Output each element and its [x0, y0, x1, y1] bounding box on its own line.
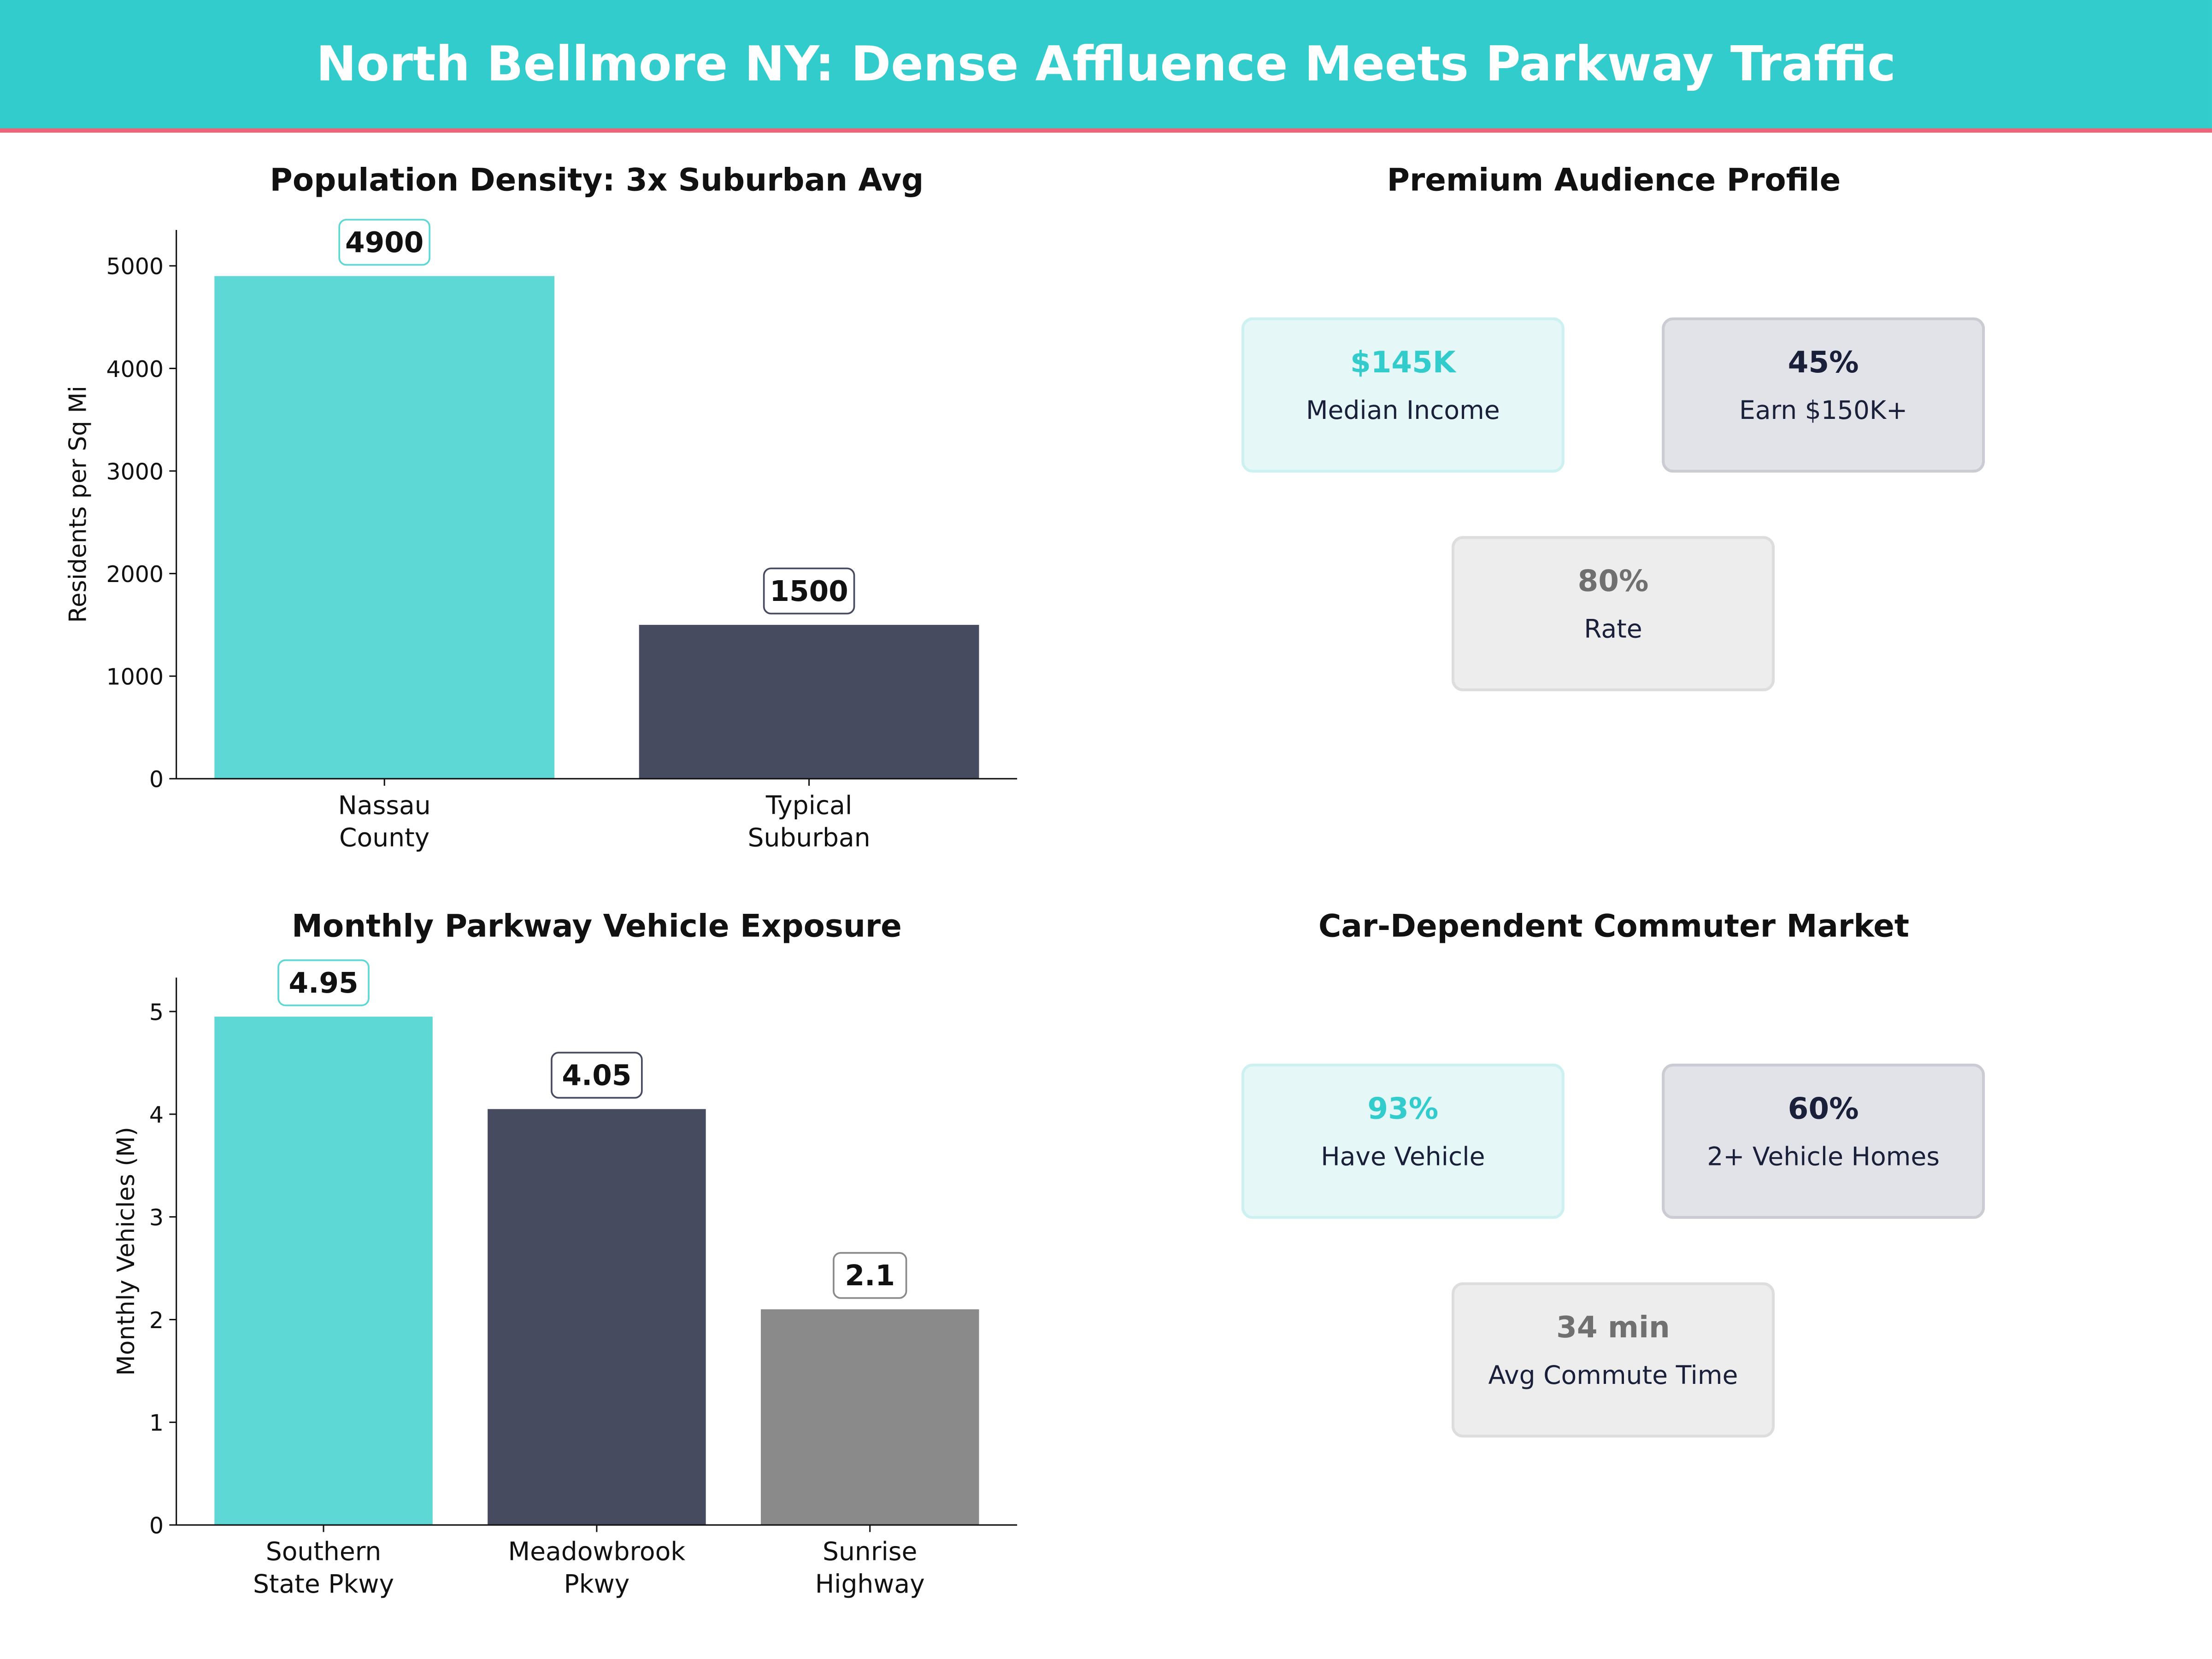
data-label: 2.1: [845, 1259, 895, 1292]
stat-card-earn-150k: 45% Earn $150K+: [1662, 317, 1985, 473]
y-tick-label: 2: [149, 1307, 164, 1334]
stat-label: Median Income: [1306, 396, 1500, 426]
stat-value: 60%: [1788, 1092, 1859, 1126]
stat-value: 34 min: [1556, 1310, 1670, 1345]
stat-label: Rate: [1584, 615, 1642, 645]
y-tick-label: 4: [149, 1102, 164, 1128]
data-label-box: [277, 959, 370, 1006]
x-tick-label: County: [339, 823, 429, 853]
bar: [639, 624, 979, 779]
data-label-box: [338, 218, 430, 266]
data-label-box: [833, 1252, 907, 1299]
stat-card-rate: 80% Rate: [1451, 536, 1775, 691]
y-tick-label: 3000: [106, 459, 164, 485]
stat-label: 2+ Vehicle Homes: [1707, 1142, 1940, 1172]
panel-title-commuter: Car-Dependent Commuter Market: [1318, 910, 1909, 946]
bar: [761, 1309, 979, 1525]
x-tick-label: Sunrise: [823, 1537, 917, 1566]
stat-label: Earn $150K+: [1739, 396, 1908, 426]
y-tick-label: 1: [149, 1410, 164, 1436]
x-tick-label: State Pkwy: [253, 1569, 394, 1599]
x-tick-label: Typical: [765, 790, 852, 820]
stat-card-commute-time: 34 min Avg Commute Time: [1451, 1282, 1775, 1438]
bar: [214, 1017, 433, 1525]
data-label: 4900: [345, 226, 424, 259]
y-tick-label: 3: [149, 1205, 164, 1231]
y-tick-label: 0: [149, 1513, 164, 1539]
panel-title-audience: Premium Audience Profile: [1387, 164, 1841, 199]
y-axis-label: Monthly Vehicles (M): [112, 1127, 140, 1376]
x-tick-label: Suburban: [748, 823, 871, 853]
y-tick-label: 4000: [106, 356, 164, 382]
y-tick-label: 5000: [106, 253, 164, 280]
stat-card-median-income: $145K Median Income: [1241, 317, 1565, 473]
y-axis-label: Residents per Sq Mi: [65, 386, 92, 623]
x-tick-label: Meadowbrook: [508, 1537, 686, 1566]
data-label-box: [551, 1052, 643, 1099]
y-tick-label: 1000: [106, 664, 164, 690]
stat-value: 93%: [1367, 1092, 1439, 1126]
stat-label: Avg Commute Time: [1488, 1361, 1738, 1391]
y-tick-label: 2000: [106, 561, 164, 588]
data-label-box: [763, 567, 855, 615]
chart-title-vehicles: Monthly Parkway Vehicle Exposure: [291, 910, 902, 946]
x-tick-label: Southern: [266, 1537, 382, 1566]
y-tick-label: 5: [149, 999, 164, 1025]
stat-card-multi-vehicle: 60% 2+ Vehicle Homes: [1662, 1064, 1985, 1219]
x-tick-label: Highway: [815, 1569, 925, 1599]
x-tick-label: Nassau: [338, 790, 431, 820]
stat-value: 45%: [1788, 345, 1859, 380]
data-label: 4.05: [562, 1059, 631, 1092]
header-banner: North Bellmore NY: Dense Affluence Meets…: [0, 0, 2212, 133]
stat-value: 80%: [1577, 564, 1649, 598]
page-title: North Bellmore NY: Dense Affluence Meets…: [316, 36, 1896, 93]
bar: [214, 276, 555, 779]
chart-title-density: Population Density: 3x Suburban Avg: [270, 164, 924, 199]
x-tick-label: Pkwy: [564, 1569, 629, 1599]
data-label: 4.95: [289, 967, 359, 1000]
stat-label: Have Vehicle: [1321, 1142, 1485, 1172]
data-label: 1500: [770, 575, 848, 608]
y-tick-label: 0: [149, 766, 164, 793]
stat-value: $145K: [1350, 345, 1456, 380]
bar: [488, 1109, 706, 1525]
stat-card-have-vehicle: 93% Have Vehicle: [1241, 1064, 1565, 1219]
